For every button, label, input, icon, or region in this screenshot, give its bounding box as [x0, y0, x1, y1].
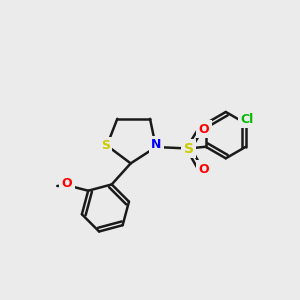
Text: S: S: [184, 142, 194, 155]
Text: Cl: Cl: [241, 112, 254, 126]
Text: O: O: [61, 177, 72, 190]
Text: N: N: [152, 138, 162, 152]
Text: O: O: [199, 163, 209, 176]
Text: S: S: [101, 139, 110, 152]
Text: O: O: [199, 123, 209, 136]
